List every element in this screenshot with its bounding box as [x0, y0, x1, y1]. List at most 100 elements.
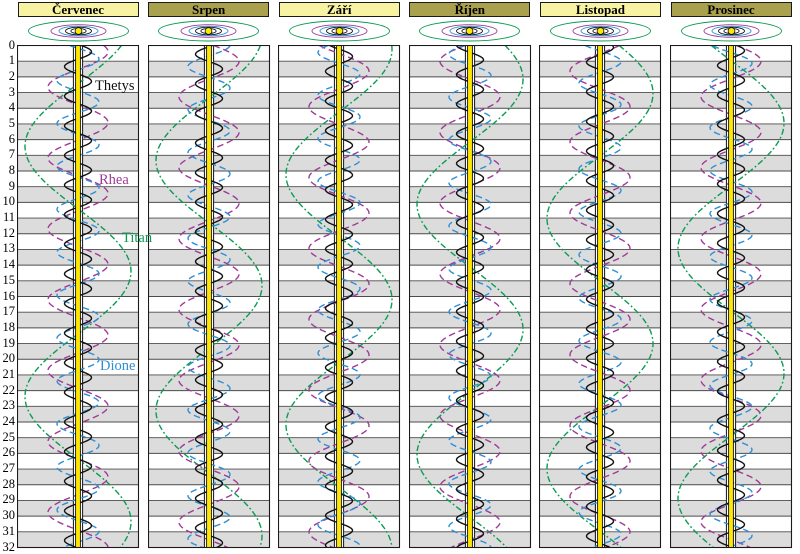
- orbit-Dione: [711, 25, 751, 36]
- curve-rhea: [177, 44, 240, 548]
- saturn-disk-icon: [335, 26, 343, 35]
- orbit-Rhea: [572, 23, 629, 38]
- curve-rhea: [308, 44, 370, 548]
- curve-thetys: [194, 44, 223, 548]
- day-label: 2: [8, 68, 15, 83]
- saturn-orbit-diagram: [549, 20, 651, 41]
- day-label: 25: [2, 429, 16, 444]
- day-label: 29: [2, 492, 16, 507]
- curve-rhea: [700, 44, 762, 548]
- saturn-band: [336, 44, 343, 548]
- curve-dione: [709, 44, 753, 548]
- curve-titan: [24, 44, 132, 548]
- month-header: Listopad: [539, 2, 661, 17]
- saturn-orbit-diagram: [158, 20, 260, 41]
- month-header: Září: [278, 2, 400, 17]
- day-label: 12: [2, 225, 16, 240]
- month-header: Říjen: [409, 2, 531, 17]
- day-label: 7: [8, 147, 15, 162]
- month-chart: [147, 44, 270, 548]
- orbit-Titan: [288, 20, 390, 41]
- day-label: 8: [8, 163, 15, 177]
- label-dione: Dione: [100, 358, 136, 374]
- label-thetys: Thetys: [95, 78, 135, 94]
- curve-dione: [56, 44, 100, 548]
- day-label: 14: [2, 257, 16, 272]
- day-label: 24: [2, 414, 16, 428]
- day-label: 31: [2, 523, 16, 538]
- saturn-orbit-diagram: [419, 20, 521, 41]
- month-header: Červenec: [17, 2, 139, 17]
- day-label: 21: [2, 366, 16, 381]
- day-label: 19: [2, 335, 16, 350]
- orbit-Rhea: [441, 23, 498, 38]
- curve-rhea: [439, 44, 501, 548]
- saturn-disk-icon: [596, 26, 605, 35]
- saturn-band: [75, 44, 81, 548]
- curve-dione: [578, 44, 623, 548]
- day-label: 20: [2, 351, 16, 366]
- orbit-Dione: [580, 25, 621, 36]
- curve-thetys: [716, 44, 746, 548]
- orbit-Rhea: [50, 23, 106, 38]
- day-label: 28: [2, 476, 16, 491]
- day-label: 6: [8, 131, 15, 146]
- day-label: 23: [2, 398, 16, 413]
- chart-border: [539, 44, 662, 548]
- orbit-Titan: [158, 20, 260, 41]
- orbit-Rhea: [180, 23, 237, 38]
- chart-border: [278, 44, 401, 548]
- day-label: 27: [2, 461, 16, 476]
- saturn-disk-icon: [204, 26, 213, 35]
- orbit-Dione: [58, 25, 98, 36]
- ring-edge-lines: [464, 45, 475, 547]
- orbit-Titan: [680, 20, 782, 41]
- day-label: 26: [2, 445, 16, 460]
- day-label: 16: [2, 288, 16, 303]
- day-label: 18: [2, 319, 16, 334]
- day-label: 22: [2, 382, 16, 397]
- saturn-disk-icon: [727, 26, 735, 35]
- curve-titan: [546, 44, 655, 548]
- curve-titan: [285, 44, 393, 548]
- month-chart: [670, 44, 793, 548]
- curve-dione: [317, 44, 361, 548]
- day-label: 4: [8, 100, 15, 115]
- saturn-disk-icon: [465, 26, 474, 35]
- curve-thetys: [455, 44, 485, 548]
- orbit-Titan: [419, 20, 521, 41]
- saturn-disk-icon: [74, 26, 82, 35]
- orbit-Dione: [188, 25, 229, 36]
- month-chart: [17, 44, 140, 548]
- chart-border: [147, 44, 270, 548]
- month-chart: [278, 44, 401, 548]
- orbit-Titan: [27, 20, 129, 41]
- saturn-band: [466, 44, 473, 548]
- saturn-orbit-diagram: [288, 20, 390, 41]
- orbit-Rhea: [703, 23, 759, 38]
- day-label: 32: [2, 539, 16, 554]
- curve-titan: [416, 44, 524, 548]
- day-label: 1: [8, 53, 15, 68]
- day-label: 30: [2, 508, 16, 523]
- ring-edge-lines: [72, 45, 84, 547]
- saturn-orbit-diagram: [680, 20, 782, 41]
- chart-border: [408, 44, 531, 548]
- day-label: 11: [2, 210, 15, 225]
- orbit-Dione: [319, 25, 360, 36]
- orbit-Dione: [449, 25, 490, 36]
- ring-edge-lines: [595, 45, 606, 547]
- saturn-band: [205, 44, 212, 548]
- month-header: Prosinec: [670, 2, 792, 17]
- saturn-orbit-diagram: [27, 20, 129, 41]
- orbit-Titan: [549, 20, 651, 41]
- day-label: 15: [2, 272, 16, 287]
- saturn-band: [597, 44, 604, 548]
- day-label: 3: [8, 84, 15, 99]
- chart-border: [17, 44, 140, 548]
- day-label: 9: [8, 178, 15, 193]
- label-titan: Titan: [122, 230, 153, 246]
- month-chart: [539, 44, 662, 548]
- orbit-Rhea: [311, 23, 368, 38]
